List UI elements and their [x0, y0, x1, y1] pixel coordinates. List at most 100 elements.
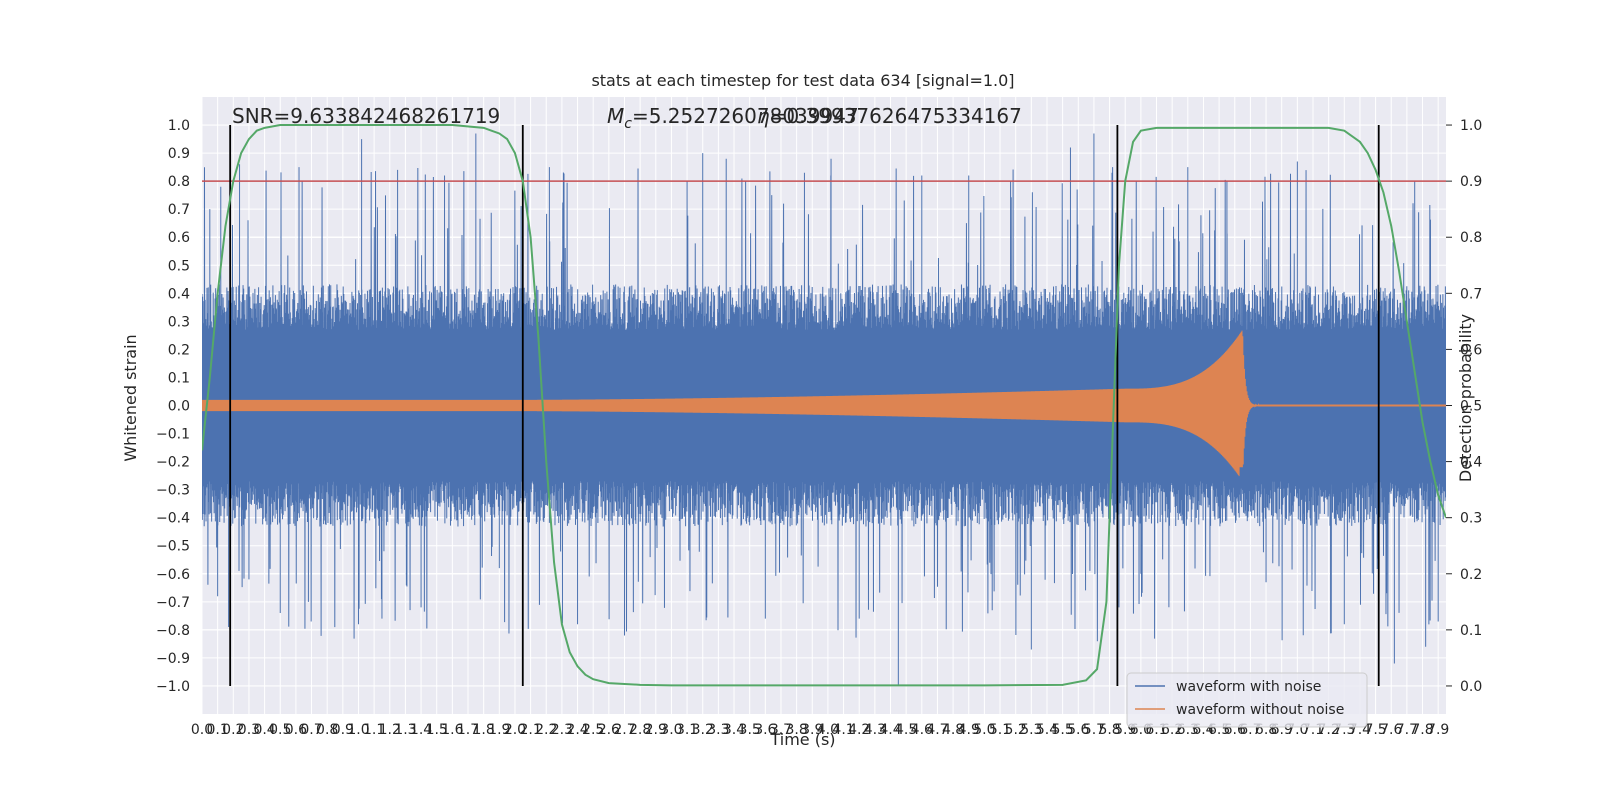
x-tick-label: 5.6 — [1067, 722, 1089, 738]
series-waveform-without-noise — [202, 330, 1446, 477]
x-tick-label: 3.6 — [754, 722, 776, 738]
x-tick-label: 4.7 — [926, 722, 948, 738]
y-tick-label: 0.2 — [168, 342, 190, 358]
x-tick-label: 7.5 — [1364, 722, 1386, 738]
x-tick-label: 2.4 — [566, 722, 588, 738]
y2-tick-label: 0.3 — [1460, 511, 1482, 527]
y-tick-label: −0.2 — [156, 455, 190, 471]
y2-tick-label: 0.4 — [1460, 455, 1482, 471]
x-tick-label: 4.5 — [895, 722, 917, 738]
y-tick-label: 0.6 — [168, 230, 190, 246]
x-tick-label: 1.0 — [347, 722, 369, 738]
y2-tick-label: 0.8 — [1460, 230, 1482, 246]
x-tick-label: 1.8 — [473, 722, 495, 738]
x-tick-label: 3.2 — [692, 722, 714, 738]
x-tick-label: 4.2 — [848, 722, 870, 738]
x-tick-label: 1.9 — [488, 722, 510, 738]
legend: waveform with noise waveform without noi… — [1126, 672, 1368, 728]
x-tick-label: 2.7 — [613, 722, 635, 738]
y-tick-label: −0.6 — [156, 567, 190, 583]
x-tick-label: 7.8 — [1411, 722, 1433, 738]
series-detection-probability — [202, 124, 1446, 687]
x-tick-label: 5.4 — [1036, 722, 1058, 738]
x-tick-label: 2.9 — [645, 722, 667, 738]
x-tick-label: 1.7 — [457, 722, 479, 738]
x-tick-label: 4.4 — [879, 722, 901, 738]
x-tick-label: 2.8 — [629, 722, 651, 738]
x-tick-label: 4.1 — [832, 722, 854, 738]
y-tick-label: −0.9 — [156, 651, 190, 667]
y-tick-label: −0.4 — [156, 511, 190, 527]
y2-tick-label: 0.9 — [1460, 174, 1482, 190]
y2-tick-label: 0.0 — [1460, 679, 1482, 695]
detection-boundaries — [229, 125, 1380, 686]
y-axis-label: Whitened strain — [121, 334, 140, 461]
y-tick-label: −1.0 — [156, 679, 190, 695]
x-tick-label: 0.1 — [207, 722, 229, 738]
x-tick-label: 5.1 — [989, 722, 1011, 738]
y-tick-label: −0.7 — [156, 595, 190, 611]
x-tick-label: 5.7 — [1083, 722, 1105, 738]
y-tick-label: 1.0 — [168, 118, 190, 134]
y-tick-label: −0.8 — [156, 623, 190, 639]
y-tick-label: 0.7 — [168, 202, 190, 218]
legend-label-clean: waveform without noise — [1176, 702, 1344, 718]
y-tick-label: 0.3 — [168, 314, 190, 330]
x-tick-label: 3.9 — [801, 722, 823, 738]
y-ticks: 1.0 0.9 0.8 0.7 0.6 0.5 0.4 0.3 0.2 0.1 0.0 −0.1 −0.… — [156, 118, 190, 695]
y2-tick-label: 0.6 — [1460, 342, 1482, 358]
y2-ticks: 1.0 0.9 0.8 0.7 0.6 0.5 0.4 0.3 0.2 0.1 0.0 — [1446, 118, 1482, 695]
x-tick-label: 2.0 — [504, 722, 526, 738]
x-tick-label: 5.0 — [973, 722, 995, 738]
x-tick-label: 0.9 — [332, 722, 354, 738]
chart-title: stats at each timestep for test data 634… — [591, 71, 1014, 90]
x-tick-label: 0.3 — [238, 722, 260, 738]
chirp-mass-annotation: Mc=5.252726078039947 — [607, 104, 859, 132]
x-tick-label: 2.1 — [519, 722, 541, 738]
y2-tick-label: 0.7 — [1460, 286, 1482, 302]
y-tick-label: 0.5 — [168, 258, 190, 274]
x-tick-label: 0.0 — [191, 722, 213, 738]
legend-label-noise: waveform with noise — [1176, 679, 1321, 695]
x-tick-label: 2.2 — [535, 722, 557, 738]
x-tick-label: 1.1 — [363, 722, 385, 738]
snr-annotation: SNR=9.633842468261719 — [232, 104, 500, 128]
y-tick-label: −0.1 — [156, 427, 190, 443]
x-tick-label: 3.7 — [770, 722, 792, 738]
x-tick-label: 1.5 — [426, 722, 448, 738]
x-tick-label: 7.6 — [1380, 722, 1402, 738]
x-tick-label: 5.8 — [1098, 722, 1120, 738]
series-waveform-with-noise — [202, 133, 1446, 686]
x-tick-label: 4.6 — [911, 722, 933, 738]
x-tick-label: 3.4 — [723, 722, 745, 738]
x-tick-label: 1.4 — [410, 722, 432, 738]
x-tick-label: 4.9 — [958, 722, 980, 738]
y2-axis-label: Detection probability — [1456, 314, 1475, 482]
x-tick-label: 5.5 — [1051, 722, 1073, 738]
y2-tick-label: 0.2 — [1460, 567, 1482, 583]
y-tick-label: −0.3 — [156, 483, 190, 499]
y-tick-label: −0.5 — [156, 539, 190, 555]
y2-tick-label: 1.0 — [1460, 118, 1482, 134]
x-tick-label: 4.0 — [817, 722, 839, 738]
x-tick-label: 2.3 — [551, 722, 573, 738]
x-tick-label: 2.6 — [598, 722, 620, 738]
x-tick-label: 5.3 — [1020, 722, 1042, 738]
x-tick-label: 5.2 — [1005, 722, 1027, 738]
x-tick-label: 1.3 — [394, 722, 416, 738]
legend-frame — [1126, 672, 1368, 728]
x-tick-label: 4.8 — [942, 722, 964, 738]
x-tick-label: 3.1 — [676, 722, 698, 738]
x-tick-label: 3.8 — [785, 722, 807, 738]
x-tick-label: 0.4 — [253, 722, 275, 738]
y-tick-label: 0.8 — [168, 174, 190, 190]
x-tick-label: 1.2 — [379, 722, 401, 738]
y2-tick-label: 0.5 — [1460, 399, 1482, 415]
x-tick-label: 0.5 — [269, 722, 291, 738]
x-tick-label: 3.3 — [707, 722, 729, 738]
y2-tick-label: 0.1 — [1460, 623, 1482, 639]
x-tick-label: 2.5 — [582, 722, 604, 738]
y-tick-label: 0.9 — [168, 146, 190, 162]
x-tick-label: 7.9 — [1427, 722, 1449, 738]
x-tick-label: 3.0 — [660, 722, 682, 738]
